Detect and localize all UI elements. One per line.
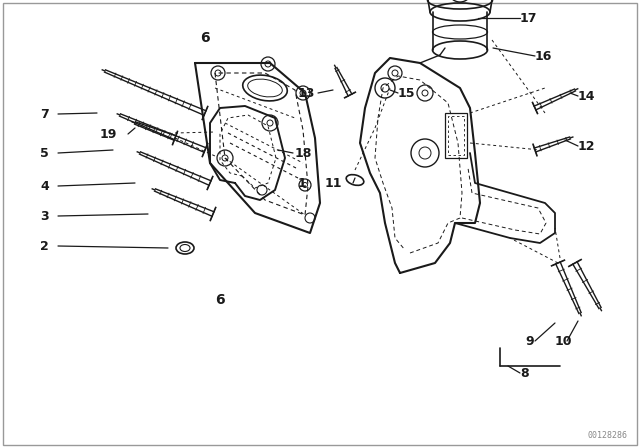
Text: 18: 18 [295,146,312,159]
Bar [448,116,464,155]
Text: 8: 8 [520,366,529,379]
Bar [445,113,467,158]
Text: 2: 2 [40,240,49,253]
Text: 5: 5 [40,146,49,159]
Text: 10: 10 [555,335,573,348]
Text: 16: 16 [535,49,552,63]
Text: 1: 1 [298,177,307,190]
Text: 19: 19 [100,128,117,141]
Text: 15: 15 [398,86,415,99]
Text: 7: 7 [40,108,49,121]
Text: 12: 12 [578,139,595,152]
Text: 4: 4 [40,180,49,193]
Text: 00128286: 00128286 [588,431,628,440]
Text: 17: 17 [520,12,538,25]
Text: 9: 9 [525,335,534,348]
Text: 13: 13 [298,86,316,99]
Text: 3: 3 [40,210,49,223]
Text: 6: 6 [215,293,225,307]
Text: 11: 11 [325,177,342,190]
Text: 14: 14 [578,90,595,103]
Text: 6: 6 [200,31,210,45]
